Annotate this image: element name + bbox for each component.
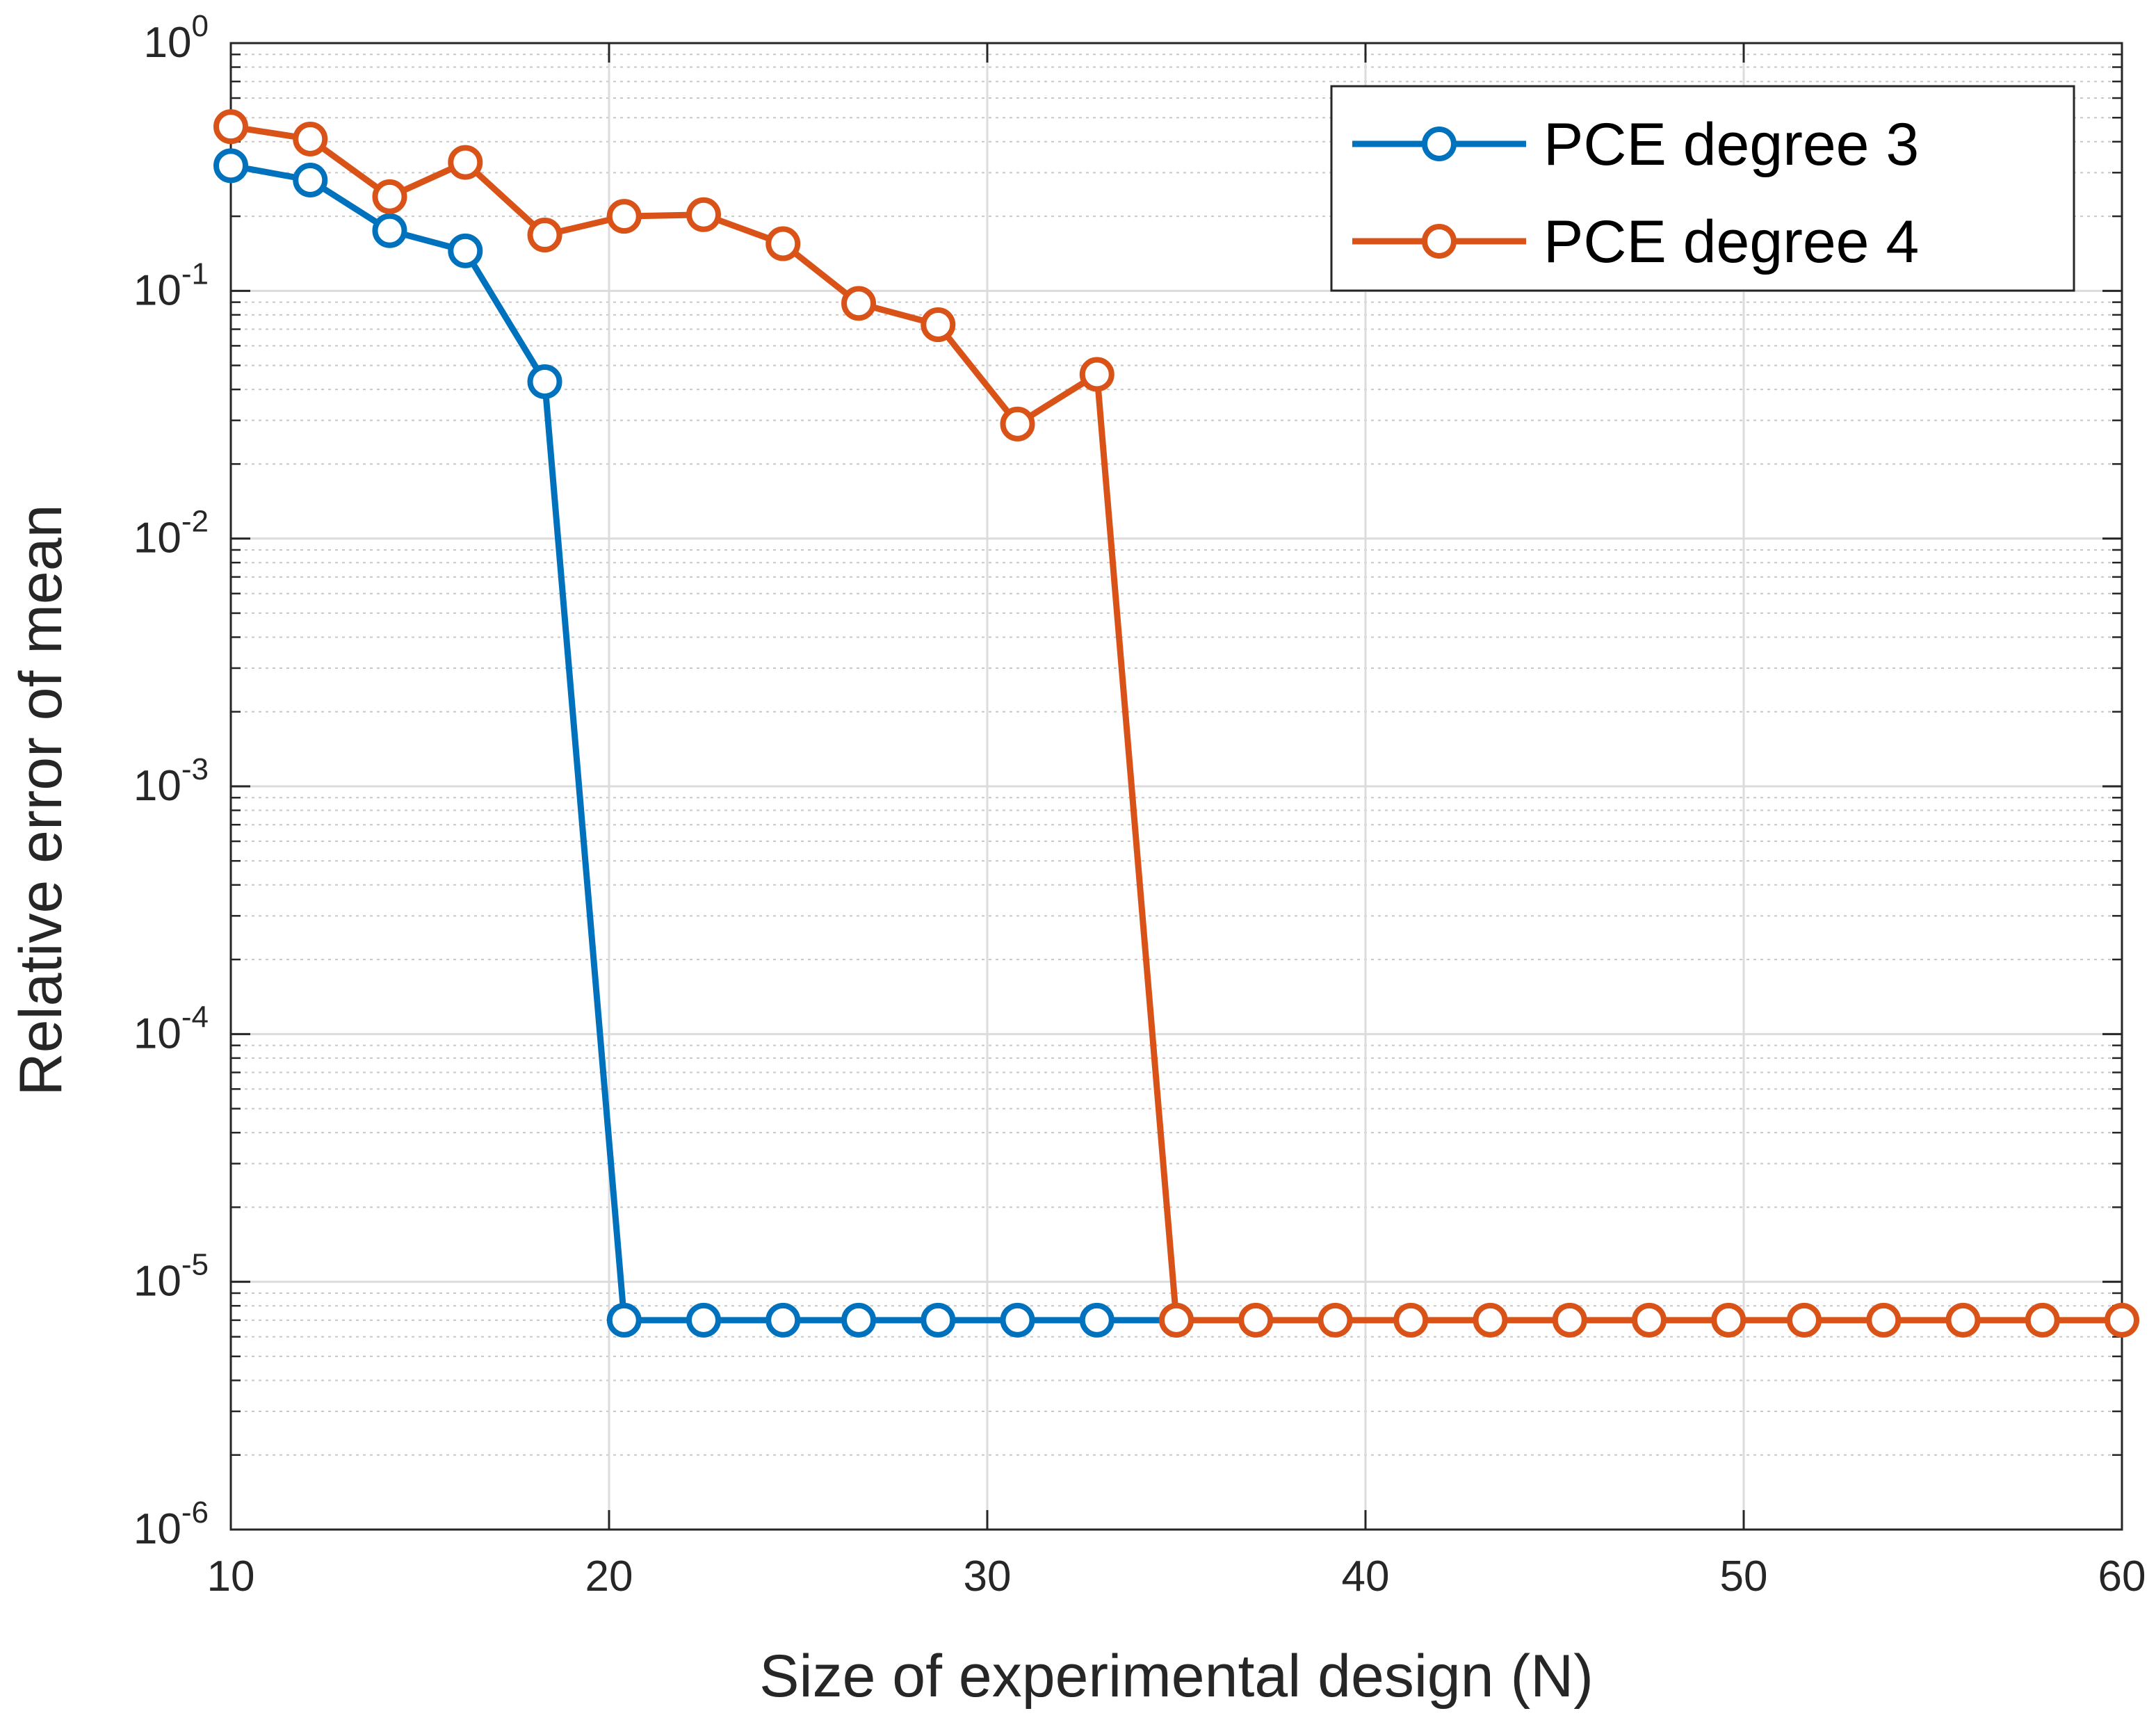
data-point [213,148,248,184]
y-tick-labels: 10-6 10-5 10-4 10-3 10-2 10-1 100 [133,9,209,1553]
data-point [448,233,483,268]
data-point [1711,1302,1746,1338]
x-axis-title: Size of experimental design (N) [759,1643,1594,1710]
data-point [372,179,407,214]
legend-label: PCE degree 3 [1543,111,1919,178]
data-point [1632,1302,1667,1338]
data-point [293,121,328,156]
legend-swatch-marker [1422,127,1457,161]
legend-item: PCE degree 3 [1352,111,1919,178]
legend-label: PCE degree 4 [1543,209,1919,275]
data-point [841,1302,877,1338]
data-point [606,1302,642,1338]
x-tick-labels: 10 20 30 40 50 60 [207,1552,2146,1600]
series-layer [213,109,2139,1338]
data-point [606,199,642,234]
data-point [1159,1302,1194,1338]
data-point [921,307,956,343]
data-point [2025,1302,2060,1338]
x-tick-label: 50 [1720,1552,1768,1600]
data-point [1945,1302,1981,1338]
data-point [527,364,562,399]
legend-box [1330,85,2075,292]
data-point [1787,1302,1822,1338]
axis-ticks [229,42,2123,1531]
data-point [372,213,407,248]
data-point [1473,1302,1508,1338]
data-point [1238,1302,1274,1338]
data-point [1079,357,1115,392]
y-tick-label: 10-4 [133,1000,209,1057]
data-point [448,145,483,180]
data-point [293,162,328,197]
minor-grid [231,54,2122,1456]
data-point [1318,1302,1353,1338]
data-point [213,109,248,145]
series-2 [213,109,2139,1338]
data-point [921,1302,956,1338]
data-point [1552,1302,1587,1338]
data-point [527,218,562,253]
data-point [1079,1302,1115,1338]
legend: PCE degree 3 PCE degree 4 [1330,85,2075,292]
data-point [841,286,877,321]
x-tick-label: 40 [1342,1552,1390,1600]
data-point [2105,1302,2139,1338]
x-tick-label: 20 [585,1552,633,1600]
data-point [686,197,721,232]
y-tick-label: 10-1 [133,257,209,314]
y-tick-label: 10-5 [133,1248,209,1306]
legend-item: PCE degree 4 [1352,209,1919,275]
data-point [765,1302,801,1338]
x-tick-label: 10 [207,1552,255,1600]
y-tick-label: 10-2 [133,505,209,562]
data-point [1866,1302,1902,1338]
data-point [1393,1302,1429,1338]
data-point [1000,406,1035,441]
data-point [765,226,801,261]
x-tick-label: 60 [2098,1552,2146,1600]
legend-swatch-marker [1422,224,1457,259]
x-tick-label: 30 [964,1552,1012,1600]
y-tick-label: 10-3 [133,752,209,810]
y-tick-label: 10-6 [133,1495,209,1553]
y-tick-label: 100 [144,9,209,67]
data-point [686,1302,721,1338]
y-axis-title: Relative error of mean [8,505,74,1096]
data-point [1000,1302,1035,1338]
